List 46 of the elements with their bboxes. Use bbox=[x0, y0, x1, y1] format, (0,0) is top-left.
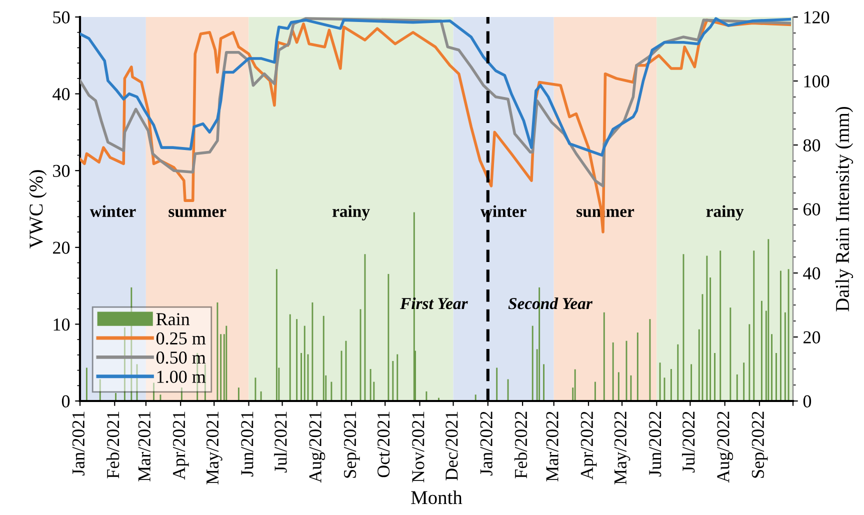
x-tick-label: Feb/2021 bbox=[106, 412, 120, 478]
legend-label: Rain bbox=[156, 313, 190, 326]
x-tick-label: Mar/2021 bbox=[138, 412, 150, 482]
y-tick-label: 20 bbox=[53, 242, 70, 254]
x-tick-label: Jun/2021 bbox=[241, 412, 254, 477]
y-tick-label: 40 bbox=[52, 88, 70, 100]
legend-label: 0.50 m bbox=[156, 352, 206, 364]
y2-tick-label: 60 bbox=[804, 203, 820, 216]
x-tick-label: Sep/2021 bbox=[344, 412, 360, 478]
x-tick-label: Aug/2022 bbox=[717, 412, 734, 483]
x-tick-label: Apr/2021 bbox=[172, 412, 189, 480]
y-tick-label: 50 bbox=[53, 11, 70, 24]
y2-tick-label: 100 bbox=[804, 75, 830, 88]
x-axis-title: Month bbox=[411, 490, 462, 504]
x-tick-label: Sep/2022 bbox=[752, 412, 768, 478]
x-tick-label: Apr/2022 bbox=[580, 412, 597, 480]
x-tick-label: Aug/2021 bbox=[309, 412, 326, 483]
line-series bbox=[80, 17, 792, 157]
x-tick-label: Jul/2022 bbox=[682, 412, 695, 473]
x-tick-label: Nov/2021 bbox=[412, 412, 424, 482]
x-tick-label: May/2022 bbox=[614, 412, 630, 484]
x-tick-label: May/2021 bbox=[206, 412, 222, 484]
x-tick-label: Jan/2022 bbox=[480, 412, 492, 476]
x-tick-label: Feb/2022 bbox=[514, 412, 528, 478]
x-tick-label: Jun/2022 bbox=[648, 412, 662, 477]
y2-tick-label: 120 bbox=[804, 11, 830, 24]
y-axis-title: VWC (%) bbox=[29, 170, 47, 248]
y-tick-label: 10 bbox=[54, 318, 70, 331]
band-label: summer bbox=[168, 208, 226, 218]
legend-label: 1.00 m bbox=[157, 370, 206, 383]
y2-axis-title: Daily Rain Intensity (mm) bbox=[835, 106, 854, 312]
x-tick-label: Mar/2022 bbox=[546, 412, 558, 482]
y-tick-label: 0 bbox=[62, 395, 70, 408]
x-tick-label: Jan/2021 bbox=[72, 412, 85, 476]
x-tick-label: Dec/2021 bbox=[446, 412, 458, 480]
y2-tick-label: 40 bbox=[803, 267, 820, 280]
x-tick-label: Jul/2021 bbox=[274, 412, 287, 473]
band-label: winter bbox=[90, 205, 136, 218]
y-tick-label: 30 bbox=[53, 164, 70, 178]
y2-tick-label: 80 bbox=[803, 139, 820, 152]
legend-label: 0.25 m bbox=[156, 332, 206, 345]
x-tick-label: Oct/2021 bbox=[377, 412, 390, 478]
band-label: rainy bbox=[332, 205, 370, 220]
band-label: rainy bbox=[706, 205, 744, 220]
y2-tick-label: 0 bbox=[803, 395, 812, 408]
y2-tick-label: 20 bbox=[804, 331, 820, 344]
